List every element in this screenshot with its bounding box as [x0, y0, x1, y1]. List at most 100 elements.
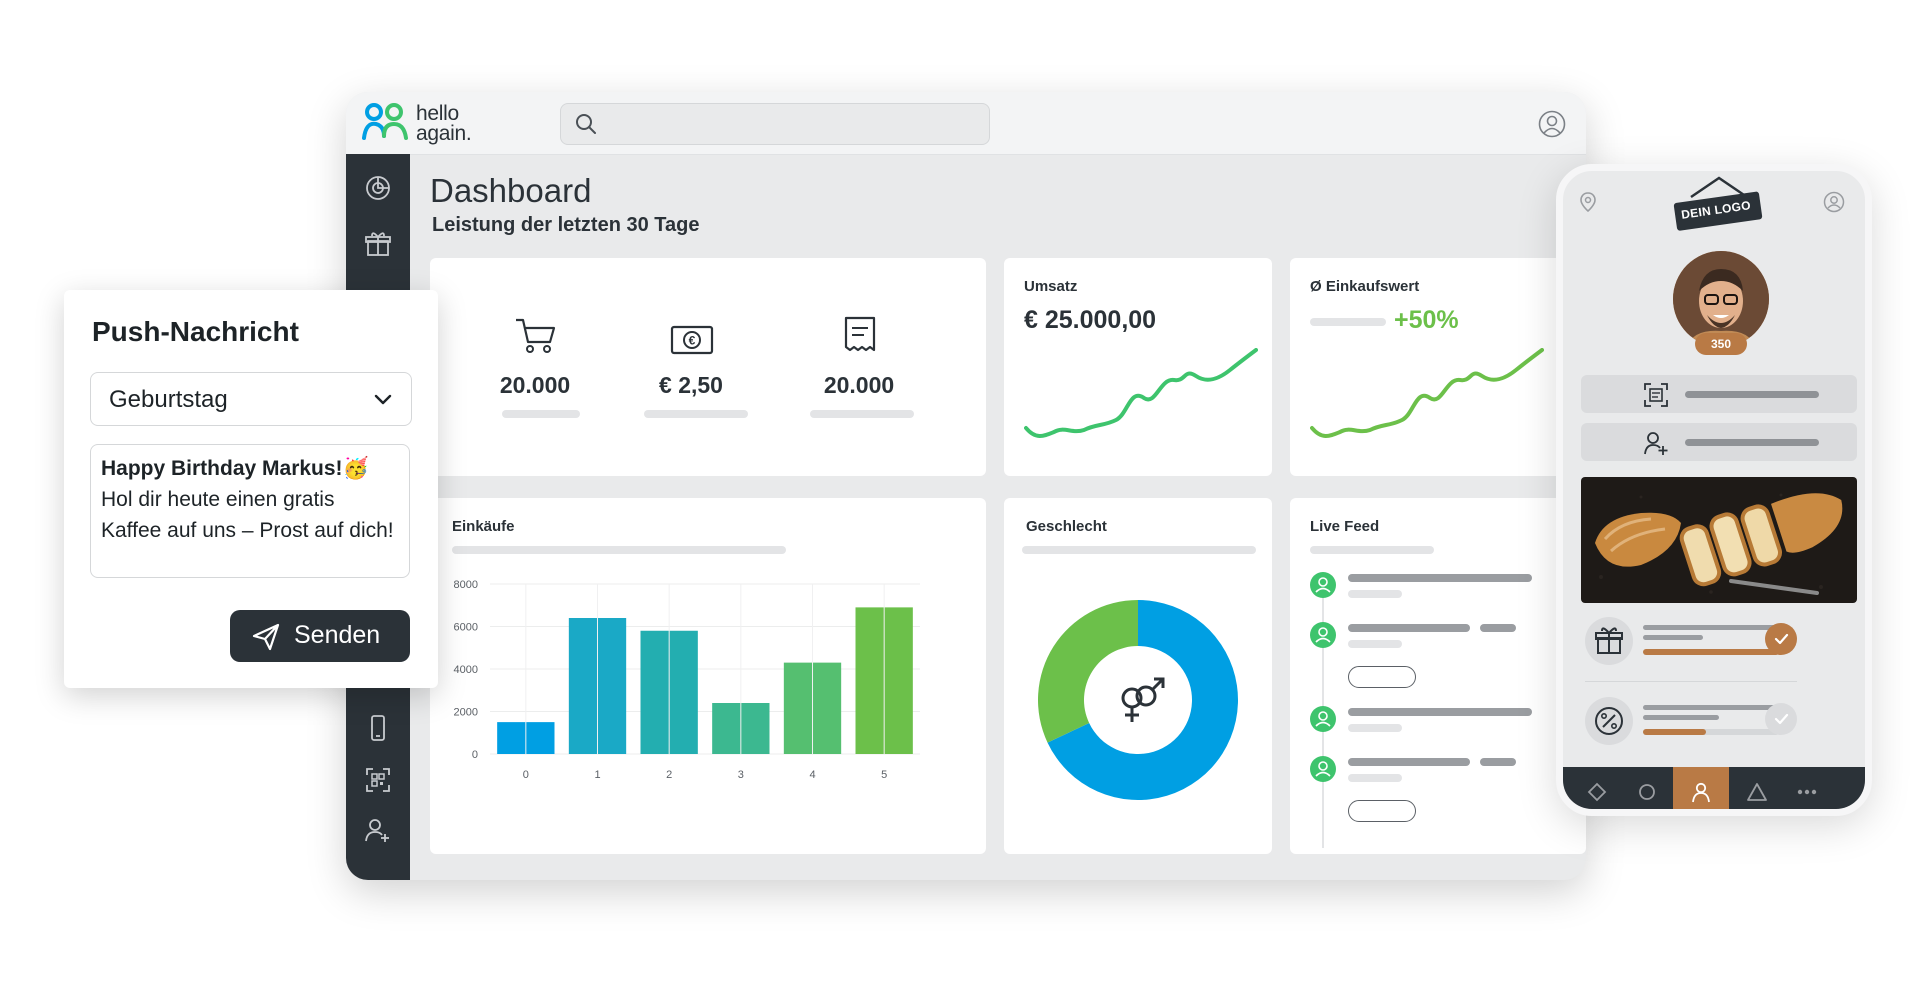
- push-notification-panel: Push-Nachricht Geburtstag Happy Birthday…: [64, 290, 438, 688]
- user-profile-photo: [1673, 251, 1769, 347]
- send-button[interactable]: Senden: [230, 610, 410, 662]
- reward-progress-fill: [1643, 729, 1706, 735]
- placeholder-line: [452, 546, 786, 554]
- einkaeufe-label: Einkäufe: [452, 518, 515, 535]
- dashboard-window: hello again.: [346, 92, 1586, 880]
- cart-icon: [516, 318, 556, 353]
- nav-profile-icon[interactable]: [1673, 767, 1729, 809]
- qr-code-icon[interactable]: [364, 766, 392, 794]
- y-tick-label: 4000: [454, 664, 478, 676]
- nav-more-icon[interactable]: [1779, 767, 1835, 809]
- reward-discount-icon: [1585, 697, 1633, 745]
- einkaufswert-sparkline: [1310, 348, 1544, 438]
- feed-line: [1348, 624, 1470, 632]
- profile-icon[interactable]: [1823, 191, 1845, 213]
- geschlecht-donut-chart: [1038, 600, 1238, 800]
- x-tick-label: 0: [523, 769, 529, 781]
- einkaufswert-change: +50%: [1394, 306, 1459, 334]
- location-pin-icon[interactable]: [1577, 191, 1599, 213]
- receipt-icon: [844, 316, 876, 352]
- y-tick-label: 0: [472, 749, 478, 761]
- feed-line: [1348, 724, 1402, 732]
- user-account-icon[interactable]: [1538, 110, 1566, 138]
- phone-bottom-nav: [1563, 767, 1865, 809]
- feed-pill-button[interactable]: [1348, 666, 1416, 688]
- placeholder-line: [810, 410, 914, 418]
- feed-user-avatar-icon: [1310, 572, 1336, 598]
- search-input[interactable]: [560, 103, 990, 145]
- feed-line: [1348, 758, 1470, 766]
- page-title: Dashboard: [430, 172, 592, 209]
- umsatz-label: Umsatz: [1024, 278, 1078, 295]
- invite-friend-bar[interactable]: [1581, 423, 1857, 461]
- mobile-phone-icon[interactable]: [364, 714, 392, 742]
- gender-symbol-icon: [1121, 677, 1165, 722]
- stat-value-receipts: 20.000: [823, 372, 895, 398]
- push-type-value: Geburtstag: [109, 386, 228, 413]
- divider: [1585, 681, 1797, 682]
- feed-line: [1348, 574, 1532, 582]
- nav-circle-icon[interactable]: [1619, 767, 1675, 809]
- placeholder-line: [1022, 546, 1256, 554]
- x-tick-label: 5: [881, 769, 887, 781]
- push-type-select[interactable]: Geburtstag: [90, 372, 412, 426]
- reward-line: [1643, 625, 1779, 630]
- euro-banknote-icon: €: [670, 325, 714, 355]
- feed-line: [1348, 708, 1532, 716]
- einkaufswert-card: Ø Einkaufswert +50%: [1290, 258, 1586, 476]
- feed-line: [1480, 758, 1516, 766]
- push-title: Push-Nachricht: [92, 316, 299, 347]
- stat-value-average: € 2,50: [659, 372, 723, 398]
- einkaufswert-label: Ø Einkaufswert: [1310, 278, 1420, 295]
- stat-value-orders: 20.000: [499, 372, 571, 398]
- hello-again-logo[interactable]: hello again.: [360, 102, 500, 146]
- feed-pill-button[interactable]: [1348, 800, 1416, 822]
- top-bar: hello again.: [346, 92, 1586, 155]
- placeholder-line: [1310, 546, 1434, 554]
- umsatz-card: Umsatz € 25.000,00: [1004, 258, 1272, 476]
- search-icon: [576, 114, 596, 134]
- hanging-sign-icon: [1673, 176, 1763, 231]
- paper-plane-icon: [252, 623, 280, 651]
- reward-progress-track: [1643, 729, 1779, 735]
- y-tick-label: 2000: [454, 707, 478, 719]
- umsatz-sparkline: [1024, 348, 1258, 438]
- placeholder-line: [1685, 439, 1819, 446]
- gift-icon[interactable]: [364, 230, 392, 258]
- push-message-textarea[interactable]: Happy Birthday Markus!🥳 Hol dir heute ei…: [90, 444, 410, 578]
- points-badge: 350: [1695, 333, 1747, 355]
- feed-line: [1348, 774, 1402, 782]
- y-tick-label: 6000: [454, 622, 478, 634]
- scan-receipt-bar[interactable]: [1581, 375, 1857, 413]
- reward-gift-icon: [1585, 617, 1633, 665]
- x-tick-label: 1: [594, 769, 600, 781]
- logo-text-hello: hello: [416, 102, 459, 125]
- reward-line: [1643, 715, 1719, 720]
- add-user-icon: [1644, 432, 1668, 455]
- reward-check-icon[interactable]: [1765, 623, 1797, 655]
- chevron-down-icon: [374, 394, 392, 405]
- push-message-headline: Happy Birthday Markus!🥳: [101, 457, 369, 480]
- donut-slice: [1038, 600, 1138, 743]
- send-button-label: Senden: [294, 621, 381, 649]
- mobile-app-preview: DEIN LOGO 350: [1556, 164, 1872, 816]
- x-tick-label: 4: [809, 769, 815, 781]
- placeholder-line: [644, 410, 748, 418]
- analytics-icon[interactable]: [364, 174, 392, 202]
- reward-check-icon[interactable]: [1765, 703, 1797, 735]
- x-tick-label: 3: [738, 769, 744, 781]
- feed-line: [1348, 590, 1402, 598]
- nav-triangle-icon[interactable]: [1729, 767, 1785, 809]
- nav-diamond-icon[interactable]: [1569, 767, 1625, 809]
- feed-line: [1348, 640, 1402, 648]
- bread-promo-image: [1581, 477, 1857, 603]
- geschlecht-card: Geschlecht: [1004, 498, 1272, 854]
- feed-line: [1480, 624, 1516, 632]
- x-tick-label: 2: [666, 769, 672, 781]
- geschlecht-label: Geschlecht: [1026, 518, 1107, 535]
- logo-people-icon: [362, 103, 408, 140]
- feed-user-avatar-icon: [1310, 756, 1336, 782]
- add-user-icon[interactable]: [364, 816, 392, 844]
- placeholder-line: [502, 410, 580, 418]
- umsatz-value: € 25.000,00: [1024, 306, 1157, 334]
